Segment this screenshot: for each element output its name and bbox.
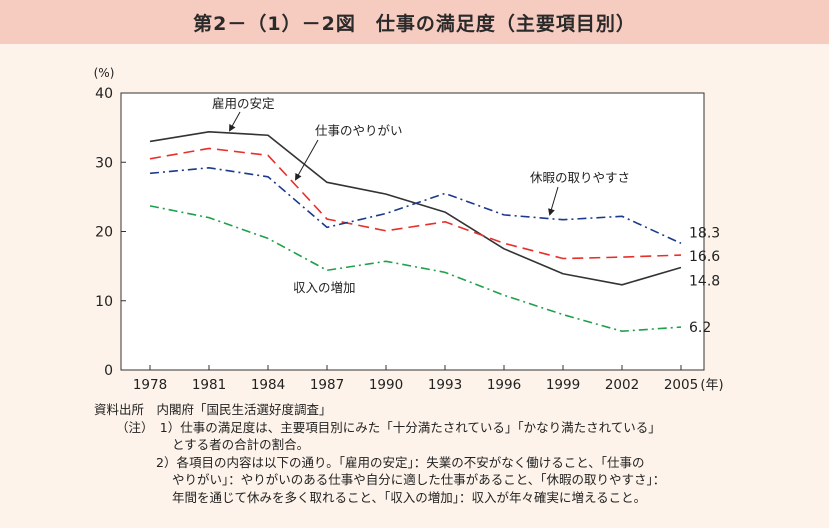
y-tick-label: 40	[95, 86, 113, 102]
end-value-label: 16.6	[689, 249, 720, 265]
series-name-label: 収入の増加	[293, 280, 356, 295]
y-unit-label: (%)	[94, 66, 115, 80]
x-tick-label: 1993	[428, 377, 462, 393]
y-tick-label: 10	[95, 294, 113, 310]
series-name-label: 休暇の取りやすさ	[530, 170, 630, 185]
note-2: 2）各項目の内容は以下の通り。「雇用の安定」：失業の不安がなく働けること、「仕事…	[156, 454, 645, 470]
annotation-arrow	[295, 139, 319, 181]
chart-notes: 資料出所 内閣府「国民生活選好度調査」 （注） 1）仕事の満足度は、主要項目別に…	[94, 401, 814, 506]
note-2-cont: 年間を通じて休みを多く取れること、「収入の増加」：収入が年々確実に増えること。	[172, 489, 647, 505]
source-note: 資料出所 内閣府「国民生活選好度調査」	[94, 402, 332, 417]
x-tick-label: 1987	[310, 377, 344, 393]
series-line-収入の増加	[149, 205, 682, 333]
x-tick-label: 1999	[546, 377, 580, 393]
note-2-cont: やりがい」：やりがいのある仕事や自分に適した仕事があること、「休暇の取りやすさ」…	[172, 472, 666, 487]
x-tick-label: 1984	[251, 377, 285, 393]
x-unit-label: (年)	[700, 378, 723, 393]
x-tick-label: 1996	[487, 377, 521, 393]
end-value-label: 6.2	[689, 320, 711, 336]
x-tick-label: 1981	[192, 377, 226, 393]
note-1: （注） 1）仕事の満足度は、主要項目別にみた「十分満たされている」「かなり満たさ…	[116, 419, 661, 435]
end-value-label: 18.3	[689, 225, 720, 241]
series-line-休暇の取りやすさ	[149, 166, 682, 244]
series-name-label: 仕事のやりがい	[315, 123, 403, 138]
y-tick-label: 20	[95, 225, 113, 241]
y-tick-label: 0	[104, 363, 113, 379]
x-tick-label: 2005	[664, 377, 698, 393]
plot-area	[120, 92, 705, 371]
annotation-arrow	[548, 186, 559, 216]
x-tick-label: 1990	[369, 377, 403, 393]
line-chart: 0 10 20 30 40 (%) 1978 1981 1984 1987 1990 1993 1996…	[94, 66, 724, 393]
note-1-cont: とする者の合計の割合。	[172, 437, 310, 452]
end-value-label: 14.8	[689, 274, 720, 290]
y-tick-label: 30	[95, 155, 113, 171]
series-line-仕事のやりがい	[149, 147, 682, 260]
chart-title: 第2－（1）－2図 仕事の満足度（主要項目別）	[0, 0, 829, 44]
x-tick-label: 1978	[133, 377, 167, 393]
annotation-arrow	[229, 111, 241, 132]
series-name-label: 雇用の安定	[212, 96, 275, 111]
x-tick-label: 2002	[605, 377, 639, 393]
